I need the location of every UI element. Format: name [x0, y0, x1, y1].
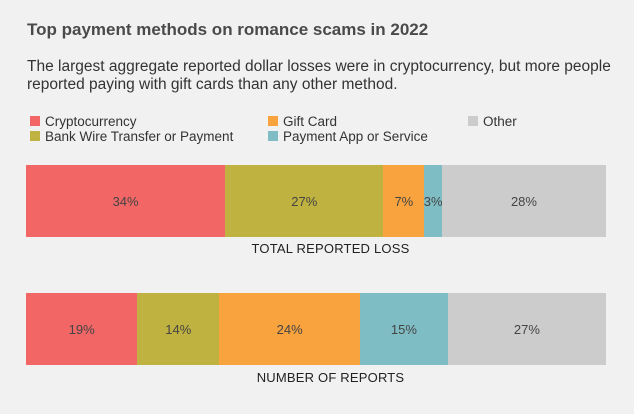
legend-swatch — [30, 131, 40, 142]
bar-segment-gift-card: 7% — [383, 165, 425, 237]
segment-value-label: 15% — [390, 321, 417, 337]
segment-value-label: 19% — [68, 321, 95, 337]
stacked-bar-number-of-reports: 19% 14% 24% 15% 27% — [26, 293, 606, 365]
legend-item-gift-card: Gift Card — [268, 115, 337, 129]
bar-segment-other: 28% — [441, 165, 606, 237]
chart-title: Top payment methods on romance scams in … — [27, 20, 429, 39]
legend-label: Gift Card — [283, 114, 338, 129]
segment-value-label: 34% — [112, 193, 139, 209]
bar-segment-cryptocurrency: 19% — [26, 293, 138, 365]
bar-label-total-loss: TOTAL REPORTED LOSS — [251, 241, 410, 256]
legend-label: Payment App or Service — [283, 129, 428, 144]
legend-item-bank-wire-transfer-or-payment: Bank Wire Transfer or Payment — [30, 130, 233, 144]
bar-segment-bank-wire-transfer-or-payment: 14% — [137, 293, 220, 365]
segment-value-label: 7% — [394, 193, 414, 209]
segment-value-label: 28% — [510, 193, 537, 209]
legend-item-payment-app-or-service: Payment App or Service — [268, 130, 428, 144]
bar-segment-gift-card: 24% — [219, 293, 360, 365]
stacked-bar-total-loss: 34% 27% 7% 3% 28% — [26, 165, 606, 237]
bar-label-number-of-reports: NUMBER OF REPORTS — [256, 370, 405, 385]
bar-segment-payment-app-or-service: 15% — [359, 293, 448, 365]
bar-segment-cryptocurrency: 34% — [26, 165, 226, 237]
legend-swatch — [30, 116, 40, 127]
legend-label: Cryptocurrency — [45, 114, 137, 129]
bar-segment-bank-wire-transfer-or-payment: 27% — [225, 165, 384, 237]
legend-item-cryptocurrency: Cryptocurrency — [30, 115, 137, 129]
legend-swatch — [468, 116, 478, 127]
bar-segment-other: 27% — [447, 293, 606, 365]
segment-value-label: 3% — [423, 193, 443, 209]
legend-swatch — [268, 116, 278, 127]
segment-value-label: 27% — [513, 321, 540, 337]
chart-subtitle: The largest aggregate reported dollar lo… — [27, 58, 611, 93]
legend-label: Other — [483, 114, 517, 129]
segment-value-label: 27% — [291, 193, 318, 209]
bar-segment-payment-app-or-service: 3% — [423, 165, 443, 237]
segment-value-label: 14% — [165, 321, 192, 337]
segment-value-label: 24% — [276, 321, 303, 337]
legend-swatch — [268, 131, 278, 142]
legend-label: Bank Wire Transfer or Payment — [45, 129, 234, 144]
legend-item-other: Other — [468, 115, 517, 129]
